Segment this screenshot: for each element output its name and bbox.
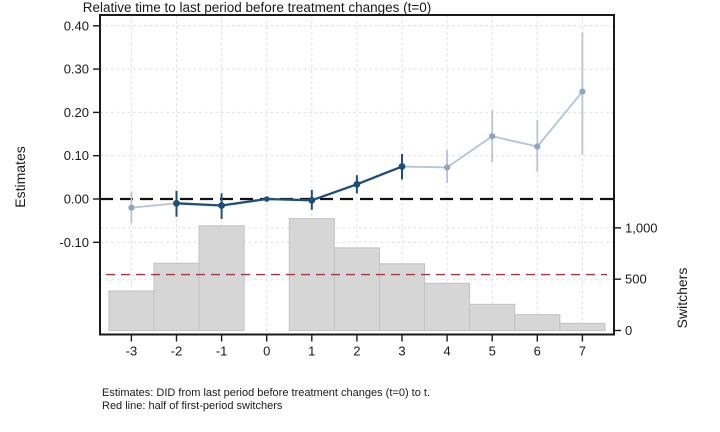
x-tick-label: 3 <box>398 344 405 359</box>
histogram-bar <box>378 263 426 331</box>
estimate-point <box>579 88 586 95</box>
x-tick-label: 0 <box>263 344 270 359</box>
axis-ticks-and-labels: 0.40 0.30 0.20 0.10 0.00 -0.10 1,000 500 0 -3 -2 -1… <box>59 18 657 358</box>
histogram-bar <box>198 225 245 332</box>
estimate-segment <box>221 197 267 207</box>
estimate-point <box>218 202 226 209</box>
x-tick-label: 4 <box>443 344 450 359</box>
x-tick-label: -2 <box>171 344 183 359</box>
x-axis-title: Relative time to last period before trea… <box>82 0 432 15</box>
y-axis-title-left: Estimates <box>12 146 28 208</box>
estimate-segment <box>131 202 177 209</box>
histogram-bar <box>333 247 380 331</box>
estimate-point <box>263 196 270 202</box>
y-right-tick-label: 1,000 <box>625 220 658 235</box>
histogram-bar <box>108 290 155 331</box>
estimate-segment <box>536 91 584 148</box>
estimate-segment <box>176 202 222 207</box>
estimate-points <box>128 88 586 211</box>
y-left-tick-label: 0.20 <box>64 105 89 120</box>
histogram-bar <box>469 303 516 331</box>
histogram-bar <box>559 322 606 332</box>
y-axis-title-right: Switchers <box>674 267 690 329</box>
histogram-bar <box>514 314 561 332</box>
x-tick-label: 7 <box>579 344 586 359</box>
x-tick-label: 6 <box>534 344 541 359</box>
y-left-tick-label: -0.10 <box>59 235 89 250</box>
estimate-point <box>534 143 541 150</box>
histogram-bar <box>288 218 335 331</box>
estimate-point <box>353 180 361 188</box>
switchers-histogram <box>108 218 606 332</box>
y-left-tick-label: 0.00 <box>64 192 89 207</box>
y-left-tick-label: 0.30 <box>64 62 89 77</box>
histogram-bar <box>153 262 200 331</box>
x-tick-label: 1 <box>308 344 315 359</box>
estimate-segment <box>266 197 312 202</box>
y-left-tick-label: 0.40 <box>64 18 89 33</box>
estimate-segment <box>491 135 538 148</box>
estimate-point <box>128 204 135 211</box>
estimate-line <box>131 91 584 209</box>
y-left-tick-label: 0.10 <box>64 148 89 163</box>
estimate-point <box>173 199 180 207</box>
estimate-point <box>489 133 496 140</box>
estimate-point <box>308 196 316 204</box>
estimate-segment <box>356 165 403 186</box>
note-red-line: Red line: half of first-period switchers <box>102 400 283 412</box>
estimate-point <box>398 163 406 170</box>
note-estimates: Estimates: DID from last period before t… <box>102 387 431 399</box>
x-tick-label: 2 <box>353 344 360 359</box>
reference-lines <box>100 197 614 276</box>
x-tick-label: 5 <box>489 344 496 359</box>
estimate-segment <box>401 165 448 169</box>
x-tick-label: -1 <box>216 344 228 359</box>
y-right-tick-label: 500 <box>625 272 647 287</box>
x-tick-label: -3 <box>126 344 138 359</box>
histogram-bar <box>424 282 471 331</box>
estimate-point <box>444 164 451 171</box>
estimate-segment <box>446 135 493 169</box>
estimate-segment <box>311 183 358 202</box>
y-right-tick-label: 0 <box>625 323 632 338</box>
